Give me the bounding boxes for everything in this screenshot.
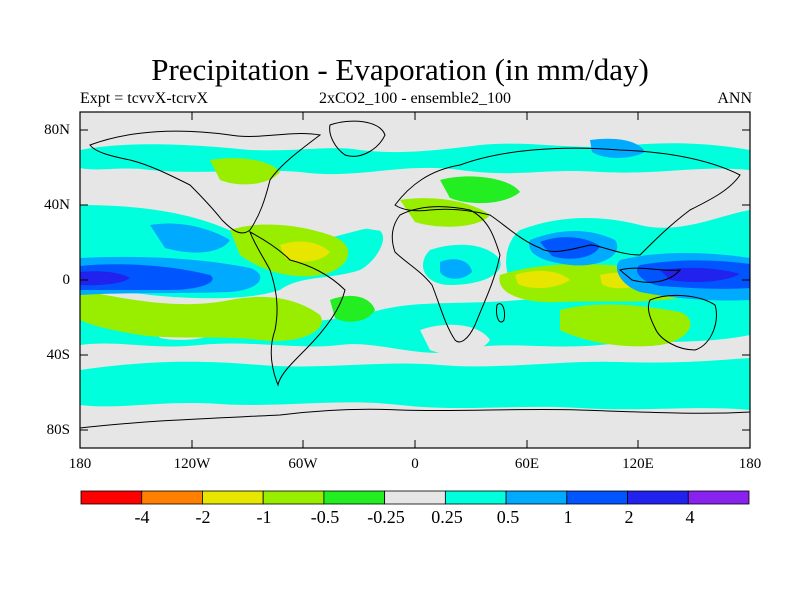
colorbar-swatch	[566, 490, 628, 505]
colorbar-swatch	[262, 490, 325, 505]
colorbar-swatch	[627, 490, 689, 505]
colorbar-label: -0.5	[310, 507, 340, 527]
run-label: 2xCO2_100 - ensemble2_100	[319, 90, 511, 107]
lon-label-180-left: 180	[68, 456, 92, 472]
colorbar-swatch	[505, 490, 568, 505]
lat-label-40n: 40N	[44, 197, 70, 213]
lon-label-120e: 120E	[622, 456, 654, 472]
colorbar-label: -1	[256, 507, 272, 527]
colorbar-swatch	[444, 490, 507, 505]
colorbar-swatch	[80, 490, 143, 505]
colorbar-label: -4	[134, 507, 150, 527]
colorbar	[80, 490, 750, 505]
map-field	[80, 112, 750, 448]
lat-label-80s: 80S	[46, 422, 70, 438]
contour-band-deep-blue	[80, 267, 740, 286]
axis-ticks	[79, 112, 751, 448]
season-label: ANN	[717, 90, 752, 107]
colorbar-swatch	[687, 490, 750, 505]
map-title: Precipitation - Evaporation (in mm/day)	[151, 52, 649, 87]
lat-label-40s: 40S	[46, 347, 70, 363]
colorbar-label: 2	[624, 507, 634, 527]
colorbar-swatch	[323, 490, 386, 505]
experiment-label: Expt = tcvvX-tcrvX	[80, 90, 209, 107]
colorbar-swatch	[141, 490, 203, 505]
colorbar-label: 4	[685, 507, 695, 527]
contour-band-green	[330, 176, 520, 322]
lon-label-0: 0	[411, 456, 419, 472]
lon-label-60w: 60W	[288, 456, 318, 472]
lon-label-120w: 120W	[173, 456, 211, 472]
colorbar-label: 0.25	[431, 507, 463, 527]
colorbar-label: -0.25	[367, 507, 405, 527]
coastlines	[80, 120, 750, 429]
colorbar-label: -2	[195, 507, 211, 527]
lat-label-80n: 80N	[44, 122, 70, 138]
colorbar-label: 1	[563, 507, 573, 527]
colorbar-label: 0.5	[496, 507, 520, 527]
lon-label-180-right: 180	[738, 456, 762, 472]
lon-label-60e: 60E	[514, 456, 540, 472]
colorbar-swatch	[384, 490, 446, 505]
lat-label-0: 0	[62, 272, 71, 288]
colorbar-swatch	[202, 490, 264, 505]
